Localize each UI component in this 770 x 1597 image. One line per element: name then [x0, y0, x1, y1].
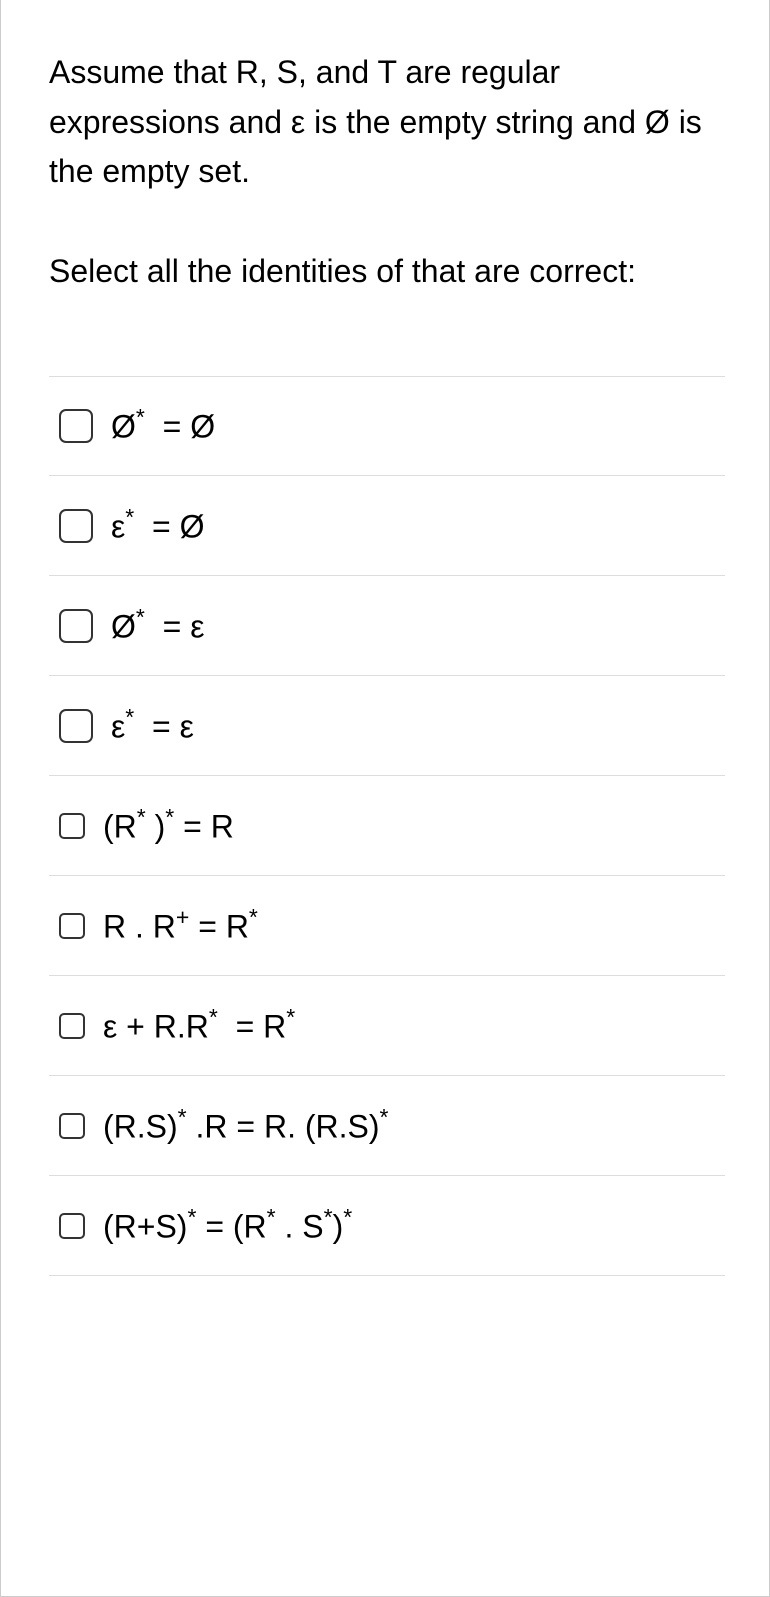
question-paragraph-2: Select all the identities of that are co…: [49, 247, 725, 297]
option-checkbox[interactable]: [59, 409, 93, 443]
option-row: (R.S)* .R = R. (R.S)*: [49, 1076, 725, 1176]
option-checkbox[interactable]: [59, 1013, 85, 1039]
option-row: Ø* = ε: [49, 576, 725, 676]
option-checkbox[interactable]: [59, 509, 93, 543]
option-row: ε* = ε: [49, 676, 725, 776]
option-row: (R* )* = R: [49, 776, 725, 876]
option-label: Ø* = Ø: [111, 404, 215, 448]
question-container: Assume that R, S, and T are regular expr…: [0, 0, 770, 1597]
option-row: (R+S)* = (R* . S*)*: [49, 1176, 725, 1276]
option-label: (R+S)* = (R* . S*)*: [103, 1204, 352, 1248]
option-label: Ø* = ε: [111, 604, 204, 648]
option-checkbox[interactable]: [59, 1213, 85, 1239]
option-checkbox[interactable]: [59, 709, 93, 743]
question-text-block: Assume that R, S, and T are regular expr…: [49, 48, 725, 296]
option-label: ε* = ε: [111, 704, 194, 748]
option-label: (R* )* = R: [103, 804, 234, 848]
option-row: ε* = Ø: [49, 476, 725, 576]
option-checkbox[interactable]: [59, 609, 93, 643]
option-row: Ø* = Ø: [49, 376, 725, 476]
option-checkbox[interactable]: [59, 913, 85, 939]
option-row: R . R+ = R*: [49, 876, 725, 976]
options-list: Ø* = Ø ε* = Ø Ø* = ε ε* = ε (R* )* = R R . R+…: [49, 376, 725, 1276]
option-label: R . R+ = R*: [103, 904, 258, 948]
option-row: ε + R.R* = R*: [49, 976, 725, 1076]
option-checkbox[interactable]: [59, 1113, 85, 1139]
option-label: (R.S)* .R = R. (R.S)*: [103, 1104, 389, 1148]
option-label: ε* = Ø: [111, 504, 204, 548]
option-checkbox[interactable]: [59, 813, 85, 839]
question-paragraph-1: Assume that R, S, and T are regular expr…: [49, 48, 725, 197]
option-label: ε + R.R* = R*: [103, 1004, 295, 1048]
